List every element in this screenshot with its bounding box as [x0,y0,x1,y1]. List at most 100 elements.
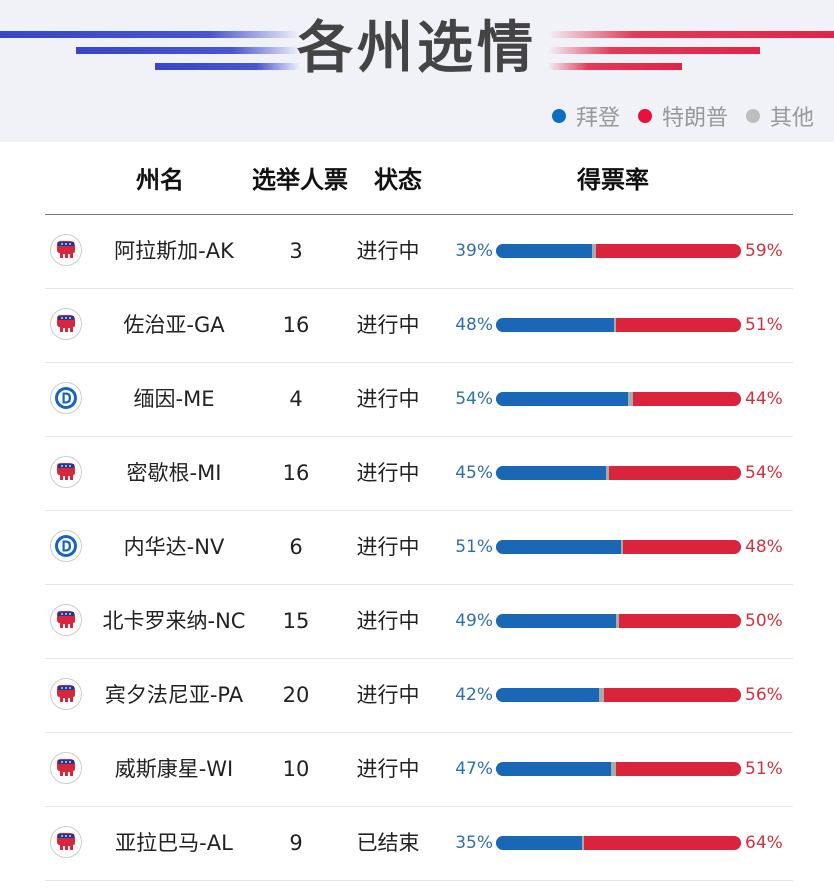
biden-pct-label: 47% [455,759,493,779]
biden-pct-label: 35% [455,833,493,853]
biden-pct-label: 39% [455,241,493,261]
table-row: 亚拉巴马-AL 9 已结束 35% 64% [45,807,793,881]
republican-elephant-icon [50,456,82,488]
democrat-donkey-icon [50,530,82,562]
trump-share-segment [616,318,741,332]
democrat-donkey-icon [50,382,82,414]
trump-pct-label: 51% [745,315,783,335]
header: 各州选情 拜登 特朗普 其他 [0,0,834,142]
count-status: 已结束 [356,831,420,855]
decor-line [548,63,682,70]
trump-share-segment [633,392,741,406]
legend-dot [551,109,566,123]
biden-share-segment [496,614,617,628]
republican-elephant-icon [50,678,82,710]
state-name: 佐治亚-GA [123,313,225,337]
count-status: 进行中 [356,387,420,411]
trump-share-segment [596,244,741,258]
trump-share-segment [616,762,741,776]
vote-share-bar [496,540,741,554]
legend-label: 其他 [769,106,814,131]
biden-share-segment [496,540,621,554]
column-headers: 州名 选举人票 状态 得票率 [0,160,834,200]
trump-share-segment [584,836,741,850]
vote-share-bar [496,762,741,776]
state-name: 内华达-NV [123,535,225,559]
table-row: 佐治亚-GA 16 进行中 48% 51% [45,289,793,363]
biden-share-segment [496,466,607,480]
state-name: 宾夕法尼亚-PA [104,683,244,707]
table-row: 宾夕法尼亚-PA 20 进行中 42% 56% [45,659,793,733]
legend-item-other: 其他 [745,100,814,132]
electoral-votes: 16 [282,313,310,337]
table-row: 阿拉斯加-AK 3 进行中 39% 59% [45,215,793,289]
biden-pct-label: 45% [455,463,493,483]
electoral-votes: 3 [289,239,303,263]
table-row: 内华达-NV 6 进行中 51% 48% [45,511,793,585]
vote-share-bar [496,392,741,406]
count-status: 进行中 [356,239,420,263]
trump-share-segment [623,540,741,554]
republican-elephant-icon [50,308,82,340]
state-name: 威斯康星-WI [114,757,234,781]
column-header-state: 州名 [136,166,184,194]
count-status: 进行中 [356,313,420,337]
republican-elephant-icon [50,826,82,858]
trump-pct-label: 44% [745,389,783,409]
state-table: 阿拉斯加-AK 3 进行中 39% 59% 佐治亚-GA 16 进行中 48% 51% 缅因-ME 4… [0,215,834,881]
trump-pct-label: 48% [745,537,783,557]
count-status: 进行中 [356,535,420,559]
republican-elephant-icon [50,234,82,266]
vote-share-bar [496,836,741,850]
header-divider [45,214,793,215]
count-status: 进行中 [356,609,420,633]
trump-share-segment [608,466,741,480]
table-row: 密歇根-MI 16 进行中 45% 54% [45,437,793,511]
trump-share-segment [618,614,741,628]
legend-dot [745,109,760,123]
trump-pct-label: 59% [745,241,783,261]
republican-elephant-icon [50,752,82,784]
biden-share-segment [496,762,612,776]
decor-line [0,31,300,38]
biden-share-segment [496,688,599,702]
trump-pct-label: 56% [745,685,783,705]
page-title: 各州选情 [297,16,537,81]
biden-share-segment [496,244,592,258]
column-header-status: 状态 [374,166,422,194]
decor-line [155,63,300,70]
decor-line [548,31,834,38]
trump-pct-label: 54% [745,463,783,483]
state-name: 阿拉斯加-AK [114,239,234,263]
legend-label: 拜登 [575,106,620,131]
legend-item-biden: 拜登 [551,100,620,132]
legend-item-trump: 特朗普 [637,100,728,132]
state-name: 北卡罗来纳-NC [102,609,246,633]
vote-share-bar [496,244,741,258]
biden-pct-label: 54% [455,389,493,409]
vote-share-bar [496,688,741,702]
legend: 拜登 特朗普 其他 [534,100,814,132]
table-row: 北卡罗来纳-NC 15 进行中 49% 50% [45,585,793,659]
biden-pct-label: 51% [455,537,493,557]
trump-pct-label: 51% [745,759,783,779]
table-row: 缅因-ME 4 进行中 54% 44% [45,363,793,437]
legend-label: 特朗普 [661,106,728,131]
biden-pct-label: 49% [455,611,493,631]
state-name: 亚拉巴马-AL [115,831,233,855]
trump-share-segment [603,688,741,702]
biden-share-segment [496,392,629,406]
column-header-rate: 得票率 [577,166,649,194]
electoral-votes: 6 [289,535,303,559]
decor-line [76,47,300,54]
state-name: 密歇根-MI [126,461,222,485]
electoral-votes: 20 [282,683,310,707]
trump-pct-label: 64% [745,833,783,853]
state-name: 缅因-ME [133,387,215,411]
decor-line [548,47,760,54]
biden-share-segment [496,836,582,850]
trump-pct-label: 50% [745,611,783,631]
vote-share-bar [496,318,741,332]
electoral-votes: 9 [289,831,303,855]
count-status: 进行中 [356,683,420,707]
